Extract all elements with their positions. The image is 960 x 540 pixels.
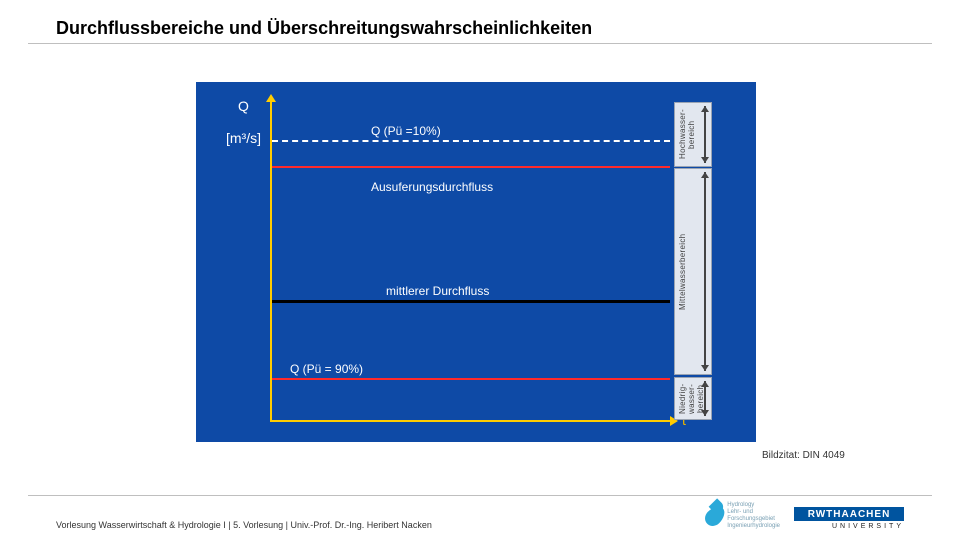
logo-row: Hydrology Lehr- und Forschungsgebiet Ing… [707,502,904,530]
line-pue90 [272,378,670,380]
y-axis [270,100,272,420]
line-label-mean: mittlerer Durchfluss [386,284,489,298]
hlfi-logo: Hydrology Lehr- und Forschungsgebiet Ing… [707,502,780,530]
line-mean [272,300,670,303]
droplet-icon [702,503,729,530]
x-axis [270,420,670,422]
y-axis-label-bottom: [m³/s] [226,130,261,146]
rwth-bar: RWTHAACHEN [794,507,904,521]
title-bar: Durchflussbereiche und Überschreitungswa… [28,0,932,44]
rwth-logo: RWTHAACHEN UNIVERSITY [794,507,904,530]
hlfi-line: Lehr- und [727,509,780,516]
line-label-pue90: Q (Pü = 90%) [290,362,363,376]
line-label-pue10: Q (Pü =10%) [371,124,441,138]
footer-text: Vorlesung Wasserwirtschaft & Hydrologie … [56,520,432,530]
chart-stage: Q [m³/s] t Q (Pü =10%)Ausuferungsdurchfl… [196,82,756,442]
range-label-hoch: Hochwasser- bereich [678,105,696,164]
hlfi-text: Hydrology Lehr- und Forschungsgebiet Ing… [727,502,780,530]
range-arrow-hoch [704,106,706,163]
line-pue10 [272,140,670,142]
line-label-ausufer: Ausuferungsdurchfluss [371,180,493,194]
y-axis-arrowhead-icon [266,94,276,102]
page: Durchflussbereiche und Überschreitungswa… [0,0,960,540]
image-citation: Bildzitat: DIN 4049 [762,450,845,461]
range-label-mittel: Mittelwasserbereich [678,171,687,372]
range-label-niedrig: Niedrig- wasser- bereich [678,380,705,417]
line-ausufer [272,166,670,168]
hlfi-line: Forschungsgebiet [727,516,780,523]
hlfi-line: Hydrology [727,502,780,509]
range-arrow-mittel [704,172,706,371]
page-title: Durchflussbereiche und Überschreitungswa… [56,18,904,39]
footer: Vorlesung Wasserwirtschaft & Hydrologie … [28,495,932,540]
y-axis-label-top: Q [238,98,249,114]
rwth-sub: UNIVERSITY [832,523,904,530]
hlfi-line: Ingenieurhydrologie [727,523,780,530]
